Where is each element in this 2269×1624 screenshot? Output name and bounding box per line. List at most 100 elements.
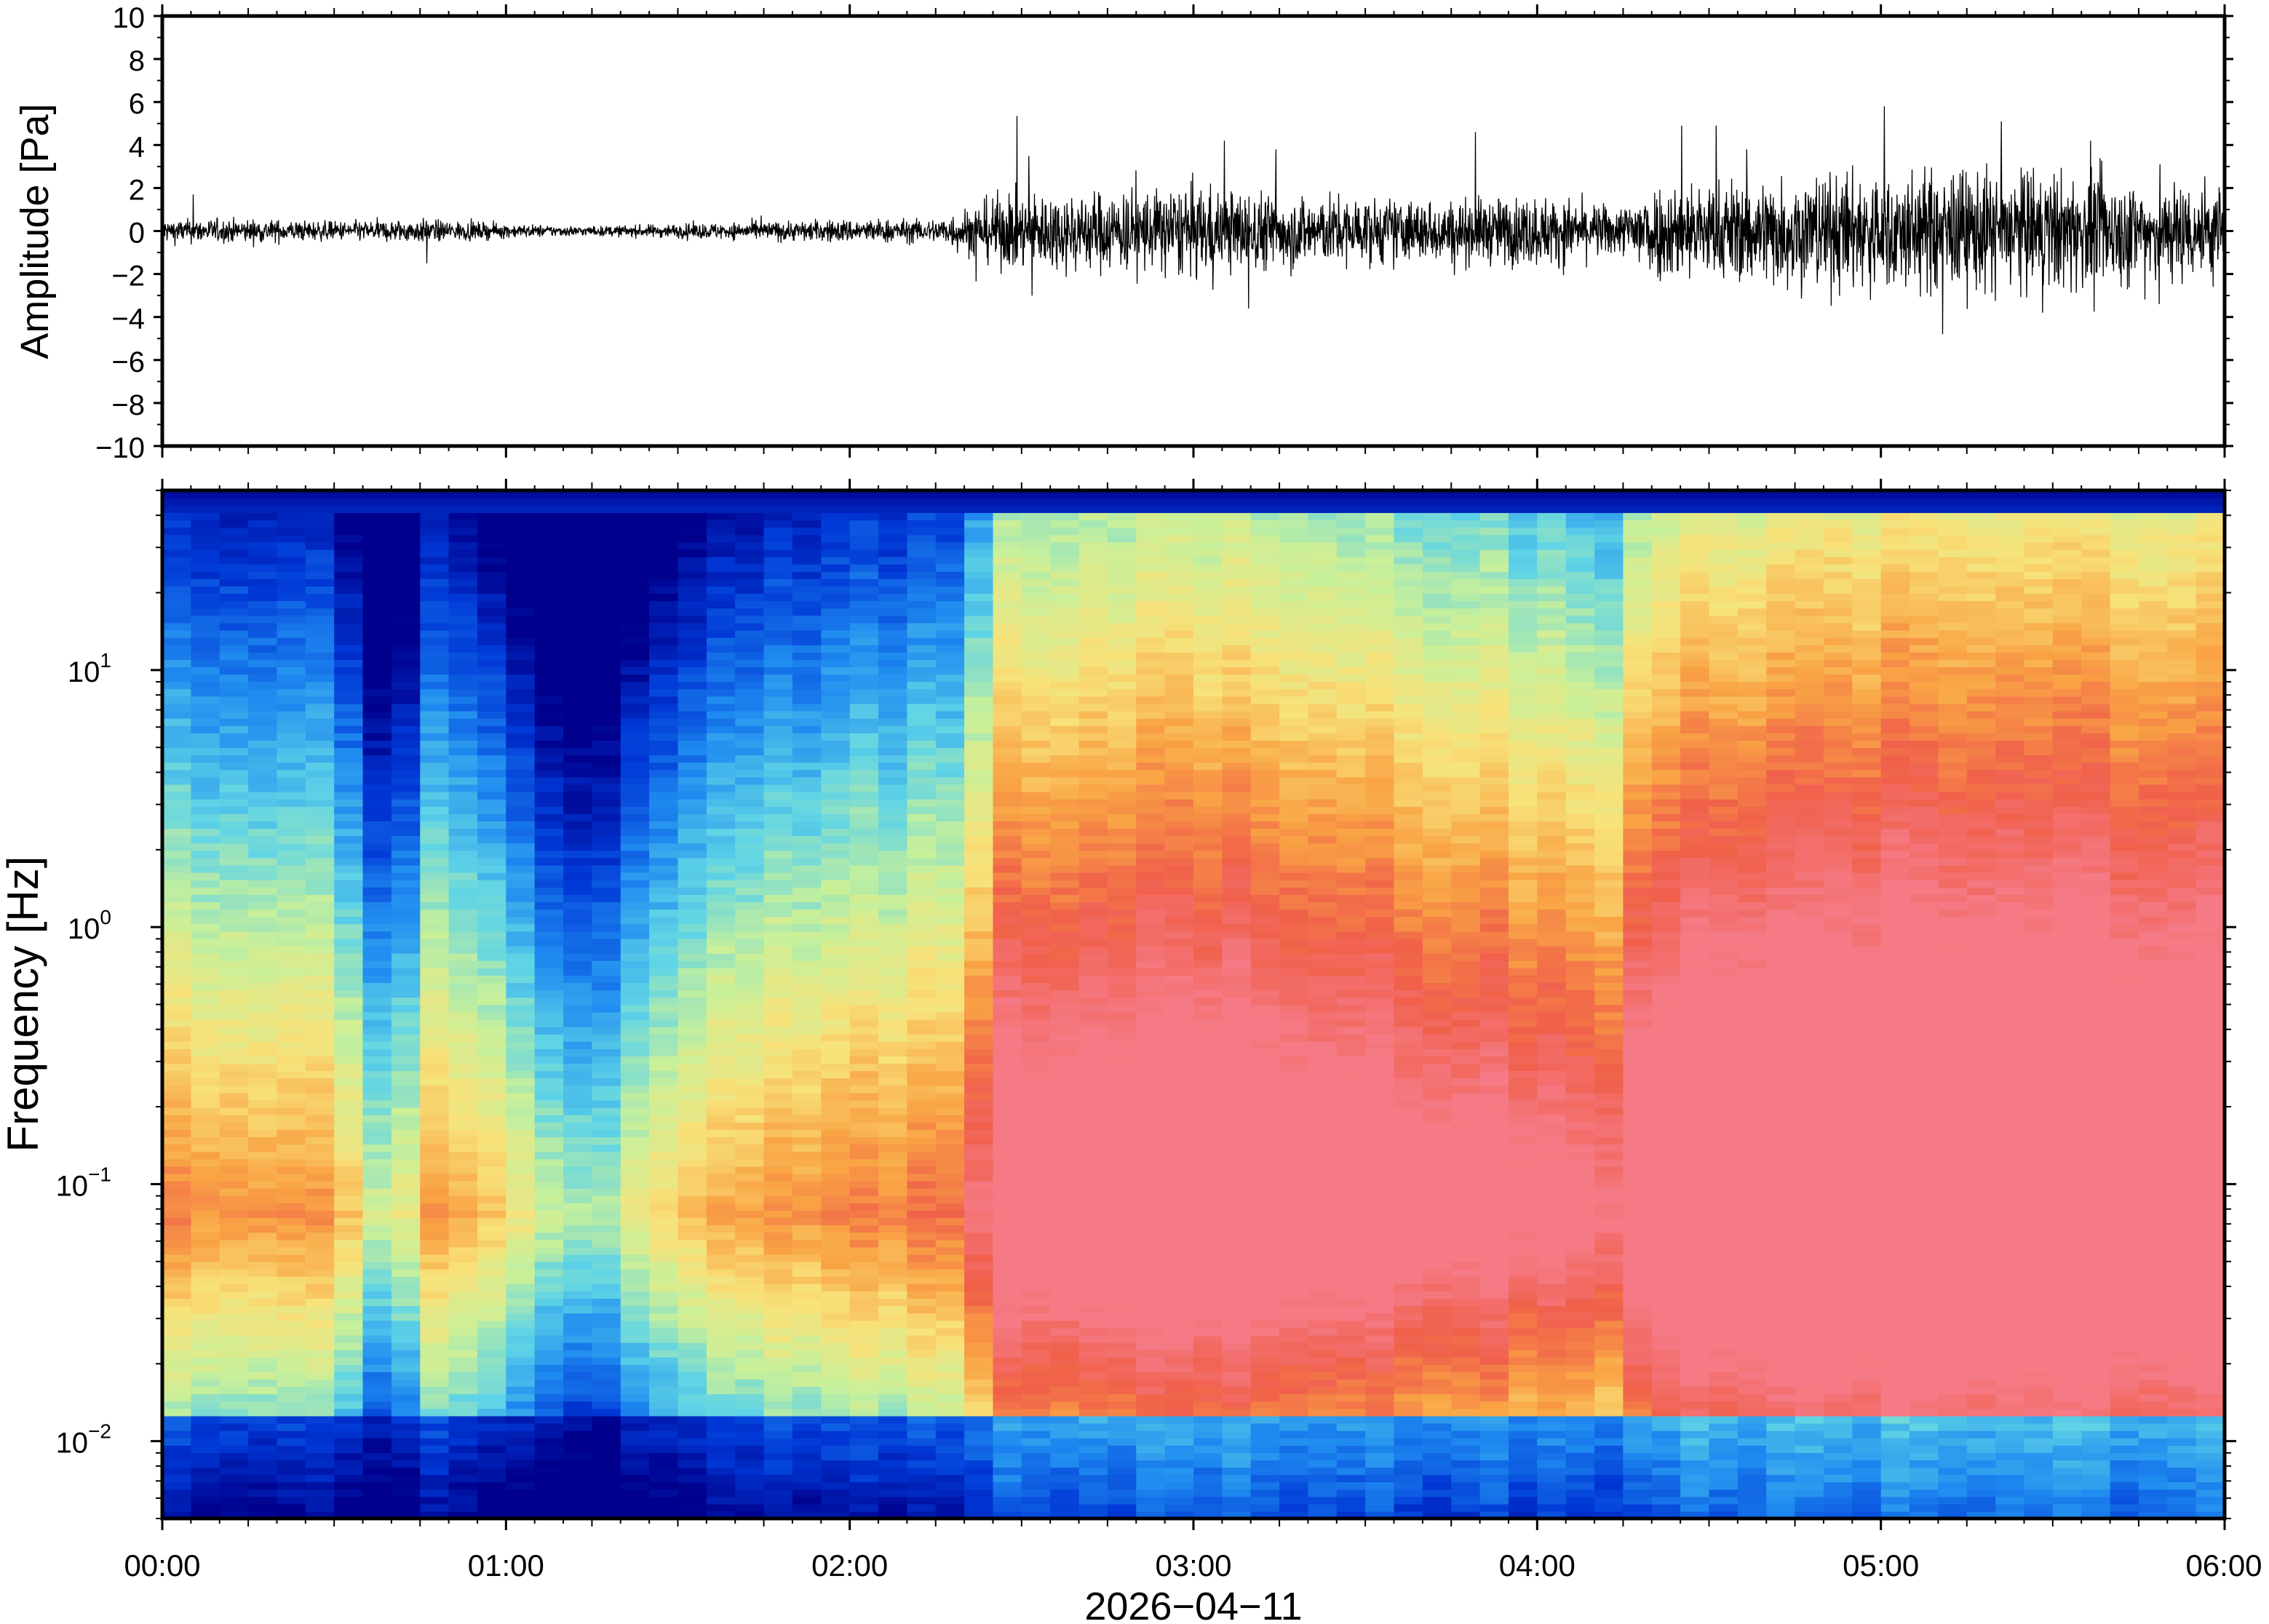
- spectrogram-cell: [277, 1489, 306, 1497]
- spectrogram-cell: [878, 645, 908, 653]
- spectrogram-cell: [592, 1313, 621, 1321]
- spectrogram-cell: [1021, 1151, 1051, 1160]
- spectrogram-cell: [1021, 1173, 1051, 1182]
- spectrogram-cell: [420, 864, 450, 873]
- spectrogram-cell: [1107, 1357, 1137, 1365]
- spectrogram-cell: [362, 1496, 392, 1505]
- spectrogram-cell: [277, 1349, 306, 1358]
- spectrogram-cell: [1107, 512, 1137, 521]
- spectrogram-cell: [907, 1019, 937, 1027]
- spectrogram-cell: [563, 1275, 593, 1284]
- spectrogram-cell: [677, 1166, 707, 1174]
- spectrogram-cell: [362, 1364, 392, 1372]
- spectrogram-cell: [907, 901, 937, 910]
- spectrogram-cell: [1021, 1144, 1051, 1153]
- spectrogram-cell: [792, 835, 822, 844]
- spectrogram-cell: [248, 872, 278, 880]
- spectrogram-cell: [534, 1203, 564, 1211]
- spectrogram-cell: [448, 835, 478, 844]
- spectrogram-cell: [162, 490, 192, 498]
- spectrogram-cell: [649, 1026, 679, 1035]
- spectrogram-cell: [907, 835, 937, 844]
- spectrogram-cell: [534, 931, 564, 939]
- spectrogram-cell: [534, 762, 564, 771]
- spectrogram-cell: [420, 1445, 450, 1453]
- spectrogram-cell: [391, 1342, 421, 1350]
- spectrogram-cell: [763, 872, 793, 880]
- spectrogram-cell: [849, 1379, 879, 1388]
- spectrogram-cell: [1050, 593, 1080, 602]
- spectrogram-cell: [821, 887, 851, 895]
- spectrogram-cell: [792, 1510, 822, 1519]
- spectrogram-cell: [592, 586, 621, 594]
- spectrogram-cell: [763, 688, 793, 697]
- spectrogram-cell: [1078, 806, 1108, 814]
- spectrogram-cell: [821, 1122, 851, 1130]
- spectrogram-cell: [935, 512, 965, 521]
- spectrogram-cell: [534, 916, 564, 925]
- spectrogram-cell: [821, 1268, 851, 1277]
- spectrogram-cell: [162, 1041, 192, 1049]
- spectrogram-cell: [735, 1210, 765, 1218]
- spectrogram-cell: [878, 1056, 908, 1064]
- spectrogram-cell: [420, 835, 450, 844]
- spectrogram-cell: [821, 1408, 851, 1417]
- spectrogram-cell: [477, 703, 507, 712]
- spectrogram-cell: [964, 1422, 994, 1431]
- spectrogram-cell: [506, 894, 536, 902]
- spectrogram-cell: [305, 1033, 335, 1042]
- spectrogram-cell: [1078, 1467, 1108, 1476]
- spectrogram-cell: [277, 505, 306, 514]
- spectrogram-cell: [534, 1107, 564, 1115]
- spectrogram-cell: [677, 931, 707, 939]
- spectrogram-cell: [1136, 1393, 1166, 1402]
- spectrogram-cell: [448, 645, 478, 653]
- spectrogram-cell: [448, 1452, 478, 1461]
- spectrogram-cell: [792, 1026, 822, 1035]
- spectrogram-cell: [391, 1401, 421, 1409]
- spectrogram-cell: [993, 975, 1022, 983]
- spectrogram-cell: [1107, 505, 1137, 514]
- spectrogram-cell: [993, 1438, 1022, 1446]
- spectrogram-cell: [305, 960, 335, 968]
- spectrogram-cell: [191, 879, 220, 888]
- spectrogram-cell: [1021, 872, 1051, 880]
- spectrogram-cell: [219, 1349, 249, 1358]
- spectrogram-cell: [563, 1254, 593, 1262]
- spectrogram-cell: [763, 755, 793, 763]
- spectrogram-cell: [964, 1261, 994, 1270]
- spectrogram-cell: [305, 1422, 335, 1431]
- spectrogram-cell: [620, 1173, 650, 1182]
- spectrogram-cell: [763, 1137, 793, 1145]
- spectrogram-cell: [964, 1056, 994, 1064]
- spectrogram-cell: [849, 1372, 879, 1380]
- spectrogram-cell: [1021, 696, 1051, 704]
- spectrogram-cell: [219, 1217, 249, 1226]
- spectrogram-cell: [277, 1268, 306, 1277]
- spectrogram-cell: [993, 857, 1022, 866]
- spectrogram-cell: [391, 1510, 421, 1519]
- spectrogram-cell: [1107, 1026, 1137, 1035]
- spectrogram-cell: [792, 879, 822, 888]
- spectrogram-cell: [849, 1334, 879, 1343]
- spectrogram-cell: [706, 1173, 736, 1182]
- spectrogram-cell: [993, 1320, 1022, 1329]
- spectrogram-cell: [964, 1070, 994, 1079]
- spectrogram-cell: [219, 784, 249, 792]
- spectrogram-cell: [162, 1320, 192, 1329]
- spectrogram-cell: [792, 717, 822, 726]
- spectrogram-cell: [391, 960, 421, 968]
- spectrogram-cell: [448, 1092, 478, 1101]
- spectrogram-cell: [1078, 1026, 1108, 1035]
- spectrogram-cell: [907, 666, 937, 675]
- spectrogram-cell: [162, 1393, 192, 1402]
- spectrogram-cell: [878, 909, 908, 918]
- spectrogram-cell: [391, 666, 421, 675]
- spectrogram-cell: [620, 975, 650, 983]
- spectrogram-cell: [305, 622, 335, 631]
- spectrogram-cell: [391, 968, 421, 976]
- spectrogram-cell: [477, 1334, 507, 1343]
- spectrogram-cell: [563, 835, 593, 844]
- spectrogram-cell: [219, 710, 249, 719]
- spectrogram-cell: [420, 828, 450, 837]
